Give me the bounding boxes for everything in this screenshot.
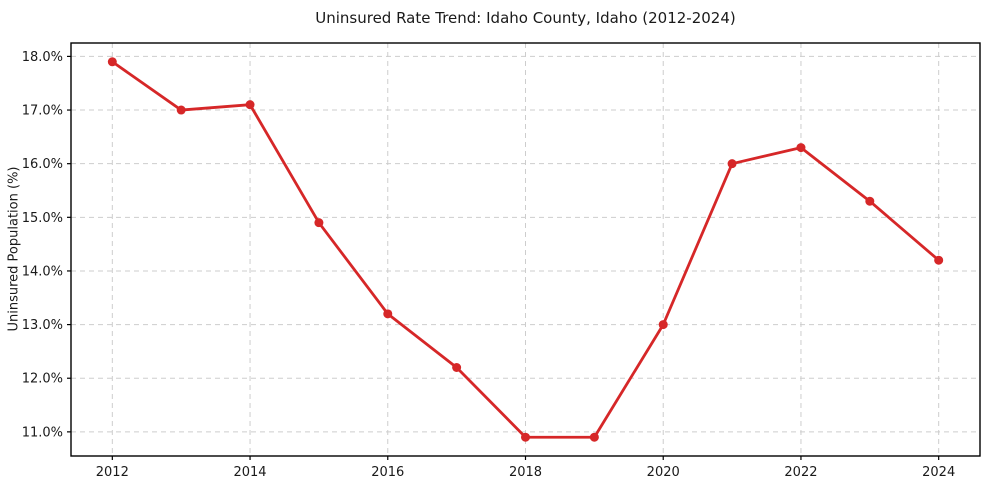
- data-point: [383, 309, 393, 319]
- data-point: [245, 100, 255, 110]
- y-tick-label: 17.0%: [22, 104, 63, 119]
- y-tick-label: 13.0%: [22, 318, 63, 333]
- data-point: [865, 196, 875, 206]
- x-tick-label: 2020: [647, 465, 680, 480]
- x-tick-label: 2022: [784, 465, 817, 480]
- chart-title: Uninsured Rate Trend: Idaho County, Idah…: [315, 9, 736, 27]
- x-tick-label: 2024: [922, 465, 955, 480]
- data-point: [176, 105, 186, 115]
- plot-border: [70, 42, 981, 457]
- data-point: [521, 432, 530, 442]
- x-tick-label: 2018: [509, 465, 542, 480]
- x-tick-label: 2014: [233, 465, 266, 480]
- x-tick-label: 2012: [96, 465, 129, 480]
- data-point: [452, 363, 462, 372]
- data-point: [658, 320, 668, 330]
- data-point: [934, 255, 944, 265]
- y-tick-label: 11.0%: [22, 425, 63, 440]
- data-point: [314, 218, 324, 228]
- y-tick-label: 18.0%: [22, 50, 63, 65]
- y-tick-label: 15.0%: [22, 211, 63, 226]
- data-point: [796, 143, 806, 153]
- data-point: [589, 432, 599, 442]
- x-tick-label: 2016: [371, 465, 404, 480]
- data-point: [107, 57, 117, 67]
- data-point: [727, 159, 737, 169]
- y-tick-label: 12.0%: [22, 372, 63, 387]
- y-tick-label: 16.0%: [22, 157, 63, 172]
- y-tick-label: 14.0%: [22, 264, 63, 279]
